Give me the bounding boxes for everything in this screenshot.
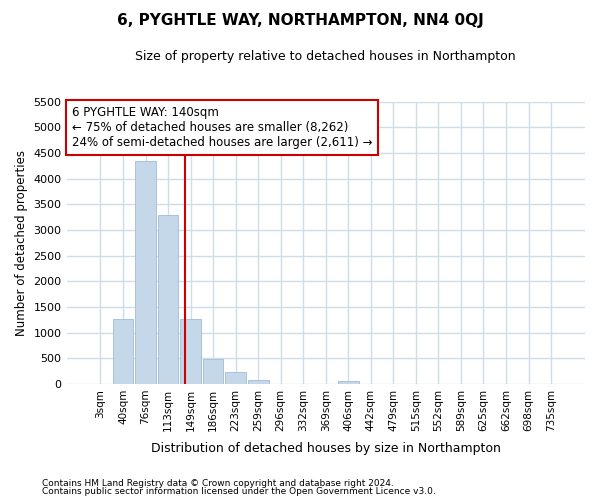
Bar: [180, 318, 201, 384]
Text: 6 PYGHTLE WAY: 140sqm
← 75% of detached houses are smaller (8,262)
24% of semi-d: 6 PYGHTLE WAY: 140sqm ← 75% of detached …: [72, 106, 372, 149]
Text: 6, PYGHTLE WAY, NORTHAMPTON, NN4 0QJ: 6, PYGHTLE WAY, NORTHAMPTON, NN4 0QJ: [116, 12, 484, 28]
Bar: [203, 360, 223, 384]
Bar: [248, 380, 269, 384]
Text: Contains HM Land Registry data © Crown copyright and database right 2024.: Contains HM Land Registry data © Crown c…: [42, 478, 394, 488]
Bar: [113, 318, 133, 384]
Text: Contains public sector information licensed under the Open Government Licence v3: Contains public sector information licen…: [42, 487, 436, 496]
Title: Size of property relative to detached houses in Northampton: Size of property relative to detached ho…: [136, 50, 516, 63]
Bar: [135, 160, 156, 384]
Bar: [225, 372, 246, 384]
X-axis label: Distribution of detached houses by size in Northampton: Distribution of detached houses by size …: [151, 442, 501, 455]
Bar: [158, 214, 178, 384]
Bar: [338, 382, 359, 384]
Y-axis label: Number of detached properties: Number of detached properties: [15, 150, 28, 336]
